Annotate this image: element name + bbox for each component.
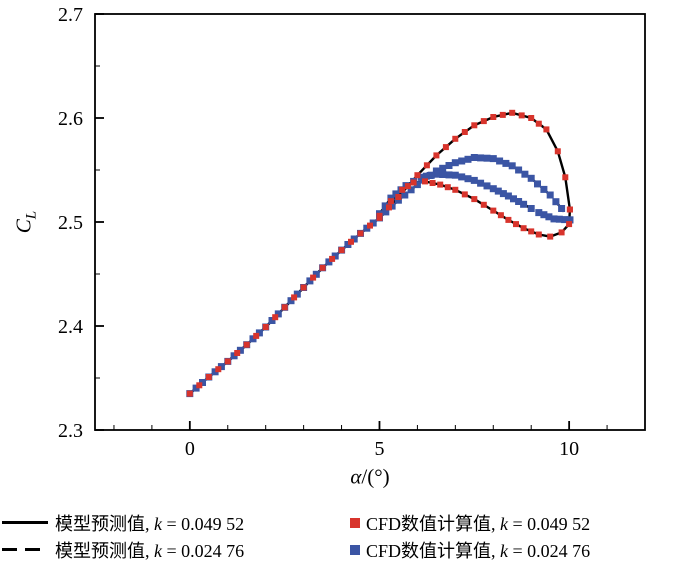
legend-row-1: 模型预测值, k = 0.049 52 CFD数值计算值, k = 0.049 … xyxy=(2,509,700,536)
legend-entry-cfd-k04952: CFD数值计算值, k = 0.049 52 xyxy=(350,510,590,536)
chart-svg: 0 5 10 2.3 2.4 2.5 2.6 2.7 xyxy=(58,4,646,460)
legend-label-cfd-k02476: CFD数值计算值, k = 0.024 76 xyxy=(366,540,591,561)
y-tick-label: 2.7 xyxy=(58,4,83,26)
solid-line-sample-icon xyxy=(2,521,48,524)
legend-label-model-k04952: 模型预测值, k = 0.049 52 xyxy=(55,513,245,534)
series-cfd-k-0-04952 xyxy=(186,109,573,397)
series-cfd-k-0-02476 xyxy=(186,154,574,398)
y-tick-label: 2.5 xyxy=(58,212,83,234)
x-tick-label: 10 xyxy=(559,438,579,460)
red-square-marker-icon xyxy=(350,517,360,528)
minor-ticks xyxy=(95,65,646,430)
legend-label-cfd-k04952: CFD数值计算值, k = 0.049 52 xyxy=(366,513,591,534)
y-tick-label: 2.6 xyxy=(58,108,83,130)
major-ticks xyxy=(95,13,571,431)
blue-square-marker-icon xyxy=(350,544,360,555)
legend-entry-model-k04952: 模型预测值, k = 0.049 52 xyxy=(2,510,350,536)
legend-label-model-k02476: 模型预测值, k = 0.024 76 xyxy=(55,540,245,561)
y-tick-label: 2.3 xyxy=(58,420,83,442)
y-tick-label: 2.4 xyxy=(58,316,83,338)
dashed-line-sample-icon xyxy=(2,548,48,551)
legend-row-2: 模型预测值, k = 0.024 76 CFD数值计算值, k = 0.024 … xyxy=(2,536,700,563)
tick-labels: 0 5 10 2.3 2.4 2.5 2.6 2.7 xyxy=(58,4,579,460)
chart-area: 0 5 10 2.3 2.4 2.5 2.6 2.7 CL α/(°) xyxy=(11,4,646,489)
legend: 模型预测值, k = 0.049 52 CFD数值计算值, k = 0.049 … xyxy=(0,505,700,563)
x-tick-label: 0 xyxy=(185,438,195,460)
series-model-k-0-04952 xyxy=(189,111,572,395)
x-tick-label: 5 xyxy=(374,438,384,460)
legend-entry-model-k02476: 模型预测值, k = 0.024 76 xyxy=(2,537,350,563)
series-model-k-0-02476 xyxy=(189,156,571,395)
legend-entry-cfd-k02476: CFD数值计算值, k = 0.024 76 xyxy=(350,537,590,563)
